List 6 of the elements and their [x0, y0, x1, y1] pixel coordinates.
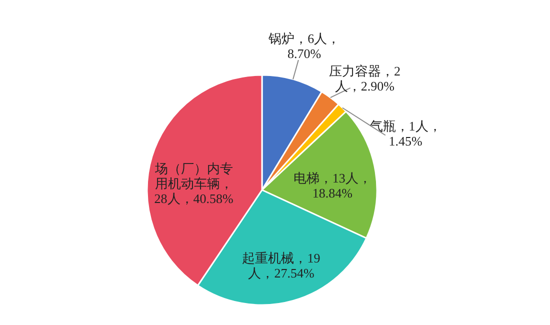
slice-label: 电梯，13人，18.84%: [293, 170, 372, 201]
slice-label: 气瓶，1人，1.45%: [370, 118, 442, 148]
slice-label: 压力容器，2人，2.90%: [328, 63, 400, 94]
slice-label: 起重机械，19人，27.54%: [242, 250, 320, 281]
slice-label: 场（厂）内专用机动车辆，28人，40.58%: [154, 161, 234, 206]
slice-label: 锅炉，6人，8.70%: [268, 30, 340, 61]
